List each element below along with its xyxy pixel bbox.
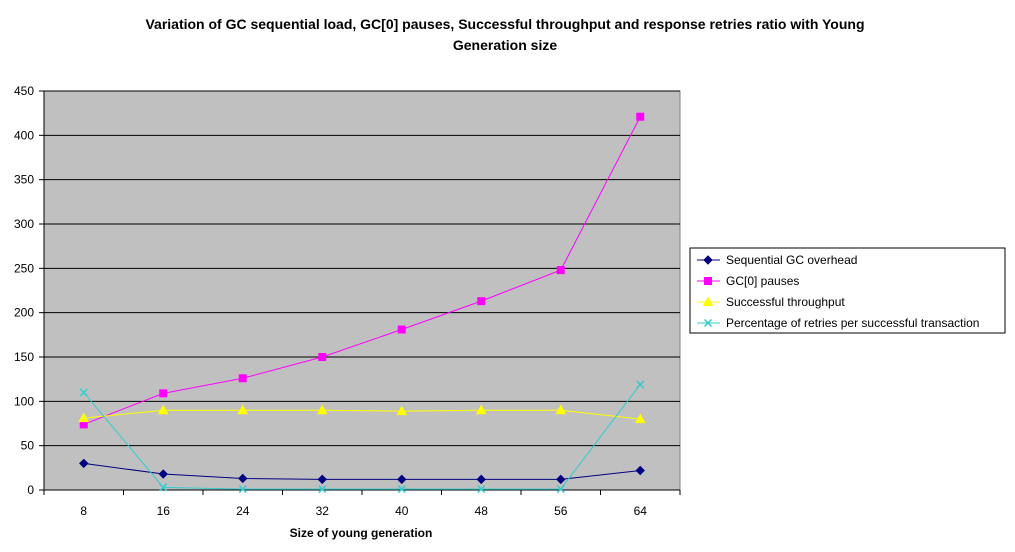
series-4 bbox=[79, 380, 645, 494]
data-point bbox=[159, 389, 168, 398]
y-tick-label: 50 bbox=[21, 439, 35, 453]
chart-title-line-2: Generation size bbox=[453, 37, 557, 53]
data-point bbox=[555, 404, 567, 415]
series-line bbox=[83, 409, 641, 420]
data-point bbox=[475, 404, 487, 415]
y-tick-label: 350 bbox=[14, 173, 34, 187]
legend-label: GC[0] pauses bbox=[726, 274, 799, 288]
x-tick-label: 64 bbox=[634, 504, 648, 518]
y-tick-label: 100 bbox=[14, 394, 34, 408]
series-line bbox=[83, 462, 641, 480]
legend-entry: GC[0] pauses bbox=[697, 274, 799, 288]
x-tick-label: 56 bbox=[554, 504, 568, 518]
legend-marker bbox=[702, 296, 714, 306]
chart-title-line-1: Variation of GC sequential load, GC[0] p… bbox=[145, 16, 864, 32]
data-point bbox=[238, 473, 248, 484]
data-point bbox=[556, 266, 565, 275]
y-tick-label: 450 bbox=[14, 84, 34, 98]
data-point bbox=[238, 485, 247, 494]
data-point bbox=[634, 413, 646, 424]
y-tick-label: 150 bbox=[14, 350, 34, 364]
y-tick-label: 0 bbox=[27, 483, 34, 497]
x-tick-label: 16 bbox=[157, 504, 171, 518]
y-tick-label: 200 bbox=[14, 306, 34, 320]
legend-label: Successful throughput bbox=[726, 295, 845, 309]
data-point bbox=[79, 388, 88, 397]
series-layer bbox=[78, 112, 646, 494]
data-point bbox=[556, 474, 566, 485]
legend-entry: Sequential GC overhead bbox=[697, 253, 857, 267]
series-3 bbox=[78, 404, 646, 424]
legend-marker bbox=[704, 277, 712, 285]
data-point bbox=[318, 485, 327, 494]
x-axis-title: Size of young generation bbox=[290, 526, 433, 540]
y-axis-ticks: 0 50 100 150 200 250 300 350 400 450 bbox=[14, 84, 44, 497]
data-point bbox=[317, 474, 327, 485]
data-point bbox=[397, 474, 407, 485]
data-point bbox=[318, 353, 327, 361]
data-point bbox=[397, 485, 406, 494]
series-line bbox=[83, 384, 641, 490]
data-point bbox=[237, 404, 249, 415]
data-point bbox=[159, 483, 168, 492]
data-point bbox=[79, 458, 89, 469]
legend-entry: Successful throughput bbox=[697, 295, 845, 309]
data-point bbox=[477, 485, 486, 494]
data-point bbox=[476, 474, 486, 485]
legend: Sequential GC overhead GC[0] pauses Succes… bbox=[689, 247, 1006, 334]
y-tick-label: 400 bbox=[14, 128, 34, 142]
data-point bbox=[316, 404, 328, 415]
series-2 bbox=[79, 112, 645, 429]
legend-entry: Percentage of retries per successful tra… bbox=[697, 316, 979, 330]
plot-area bbox=[43, 90, 681, 491]
y-tick-label: 250 bbox=[14, 261, 34, 275]
x-tick-label: 48 bbox=[475, 504, 489, 518]
legend-box bbox=[689, 247, 1006, 334]
data-point bbox=[477, 297, 486, 306]
data-point bbox=[158, 469, 168, 479]
legend-marker bbox=[703, 318, 713, 328]
x-tick-label: 8 bbox=[80, 504, 87, 518]
data-point bbox=[635, 465, 645, 476]
data-point bbox=[238, 374, 247, 383]
x-axis-ticks: 8 16 24 32 40 48 56 64 bbox=[43, 490, 681, 518]
y-tick-label: 300 bbox=[14, 217, 34, 231]
data-point bbox=[396, 405, 408, 416]
legend-label: Sequential GC overhead bbox=[726, 253, 857, 267]
data-point bbox=[78, 412, 90, 423]
data-point bbox=[636, 380, 645, 389]
data-point bbox=[397, 325, 406, 334]
x-tick-label: 24 bbox=[236, 504, 250, 518]
data-point bbox=[556, 485, 565, 494]
data-point bbox=[157, 404, 169, 415]
x-tick-label: 32 bbox=[316, 504, 330, 518]
legend-marker bbox=[703, 255, 713, 265]
legend-label: Percentage of retries per successful tra… bbox=[726, 316, 979, 330]
gridlines bbox=[44, 90, 680, 447]
series-1 bbox=[79, 458, 645, 485]
data-point bbox=[636, 112, 645, 121]
series-line bbox=[83, 116, 641, 425]
x-tick-label: 40 bbox=[395, 504, 409, 518]
